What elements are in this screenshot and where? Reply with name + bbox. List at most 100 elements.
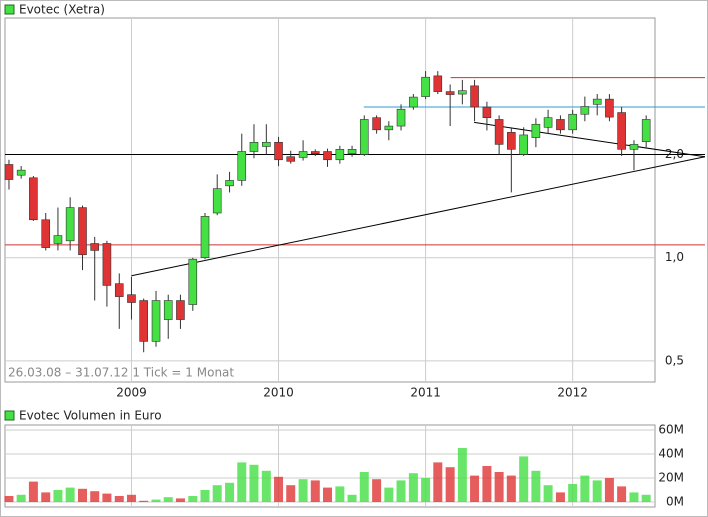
candle-body	[470, 85, 479, 108]
candle-body	[445, 91, 455, 95]
candle-body	[421, 76, 430, 97]
x-tick-label: 2009	[116, 386, 147, 400]
candle-body	[78, 207, 87, 256]
candle-body	[568, 113, 577, 131]
candle-body	[65, 207, 75, 242]
volume-bar	[445, 467, 455, 502]
candle-body	[286, 156, 296, 162]
volume-bar	[592, 480, 602, 502]
volume-bar	[151, 499, 161, 502]
volume-bar	[4, 496, 14, 502]
volume-bar	[298, 479, 308, 502]
volume-bar	[347, 494, 357, 502]
candle-body	[629, 144, 639, 150]
volume-bar	[200, 490, 210, 502]
candle-body	[298, 151, 308, 158]
candle-body	[102, 243, 112, 286]
candle-body	[592, 98, 602, 105]
plot-area	[4, 17, 656, 383]
volume-bar	[543, 485, 553, 502]
x-tick-label: 2011	[410, 386, 441, 400]
candle-body	[114, 283, 124, 297]
candle-body	[482, 106, 492, 118]
candle-body	[41, 219, 51, 248]
candle-body	[176, 300, 185, 320]
candle-body	[396, 108, 406, 127]
volume-bar	[433, 462, 443, 502]
volume-bar	[396, 480, 406, 502]
candle-body	[359, 119, 369, 155]
candle-body	[200, 216, 210, 258]
volume-bar	[126, 494, 136, 502]
x-tick-label: 2012	[557, 386, 588, 400]
candle-body	[188, 258, 198, 305]
volume-bar	[175, 498, 185, 502]
candle-body	[372, 117, 381, 131]
candle-body	[163, 300, 173, 320]
candle-body	[127, 294, 136, 303]
candle-body	[507, 132, 516, 150]
candle-body	[556, 119, 565, 131]
trend-line	[474, 121, 706, 158]
candle-body	[29, 177, 38, 221]
candle-body	[225, 180, 234, 187]
volume-bar	[163, 497, 173, 502]
volume-bar	[237, 462, 247, 502]
y-tick-label: 1,0	[665, 250, 684, 264]
volume-bar	[580, 475, 590, 502]
candle-body	[543, 117, 553, 128]
volume-bar	[212, 485, 222, 502]
volume-bar	[225, 482, 235, 502]
candle-body	[249, 142, 259, 152]
volume-bar	[482, 466, 492, 502]
candle-body	[641, 119, 651, 142]
volume-bar	[372, 479, 382, 502]
chart-title: Evotec Volumen in Euro	[19, 409, 162, 423]
volume-bar	[16, 494, 26, 502]
volume-bar	[568, 484, 578, 502]
volume-bar	[617, 486, 627, 502]
candle-body	[494, 119, 504, 145]
candle-body	[458, 90, 467, 95]
volume-bar	[188, 496, 198, 502]
candle-body	[531, 123, 541, 138]
volume-bar	[629, 492, 639, 502]
volume-bar	[90, 491, 100, 502]
candle-body	[4, 164, 14, 180]
candle-body	[262, 142, 271, 147]
legend-swatch	[4, 4, 15, 15]
candle-body	[347, 149, 357, 155]
candle-body	[605, 98, 614, 118]
candle-body	[384, 125, 394, 131]
volume-bar	[506, 475, 516, 502]
candle-body	[580, 106, 590, 115]
y-tick-label: 0,5	[665, 353, 684, 367]
chart-title: Evotec (Xetra)	[19, 3, 105, 17]
volume-bar	[359, 472, 369, 502]
x-tick-label: 2010	[263, 386, 294, 400]
candle-body	[335, 149, 345, 161]
volume-bar	[261, 470, 271, 502]
volume-bar	[274, 476, 284, 502]
candle-body	[16, 169, 26, 176]
volume-bar	[323, 487, 332, 502]
volume-bar	[310, 480, 320, 502]
volume-bar	[335, 486, 345, 502]
volume-bar	[249, 464, 259, 502]
volume-bar	[555, 492, 565, 502]
volume-bar	[41, 492, 51, 502]
caption: 26.03.08 – 31.07.12 1 Tick = 1 Monat	[8, 366, 234, 380]
y-tick-label: 20M	[658, 471, 684, 485]
trend-line	[131, 156, 706, 277]
candle-body	[409, 96, 418, 108]
volume-bar	[53, 490, 63, 502]
candle-body	[323, 151, 332, 161]
y-tick-label: 60M	[658, 423, 684, 437]
volume-bar	[384, 487, 394, 502]
volume-bar	[470, 475, 480, 502]
volume-bar	[457, 448, 467, 502]
volume-bar	[102, 493, 112, 502]
candle-body	[237, 151, 247, 181]
